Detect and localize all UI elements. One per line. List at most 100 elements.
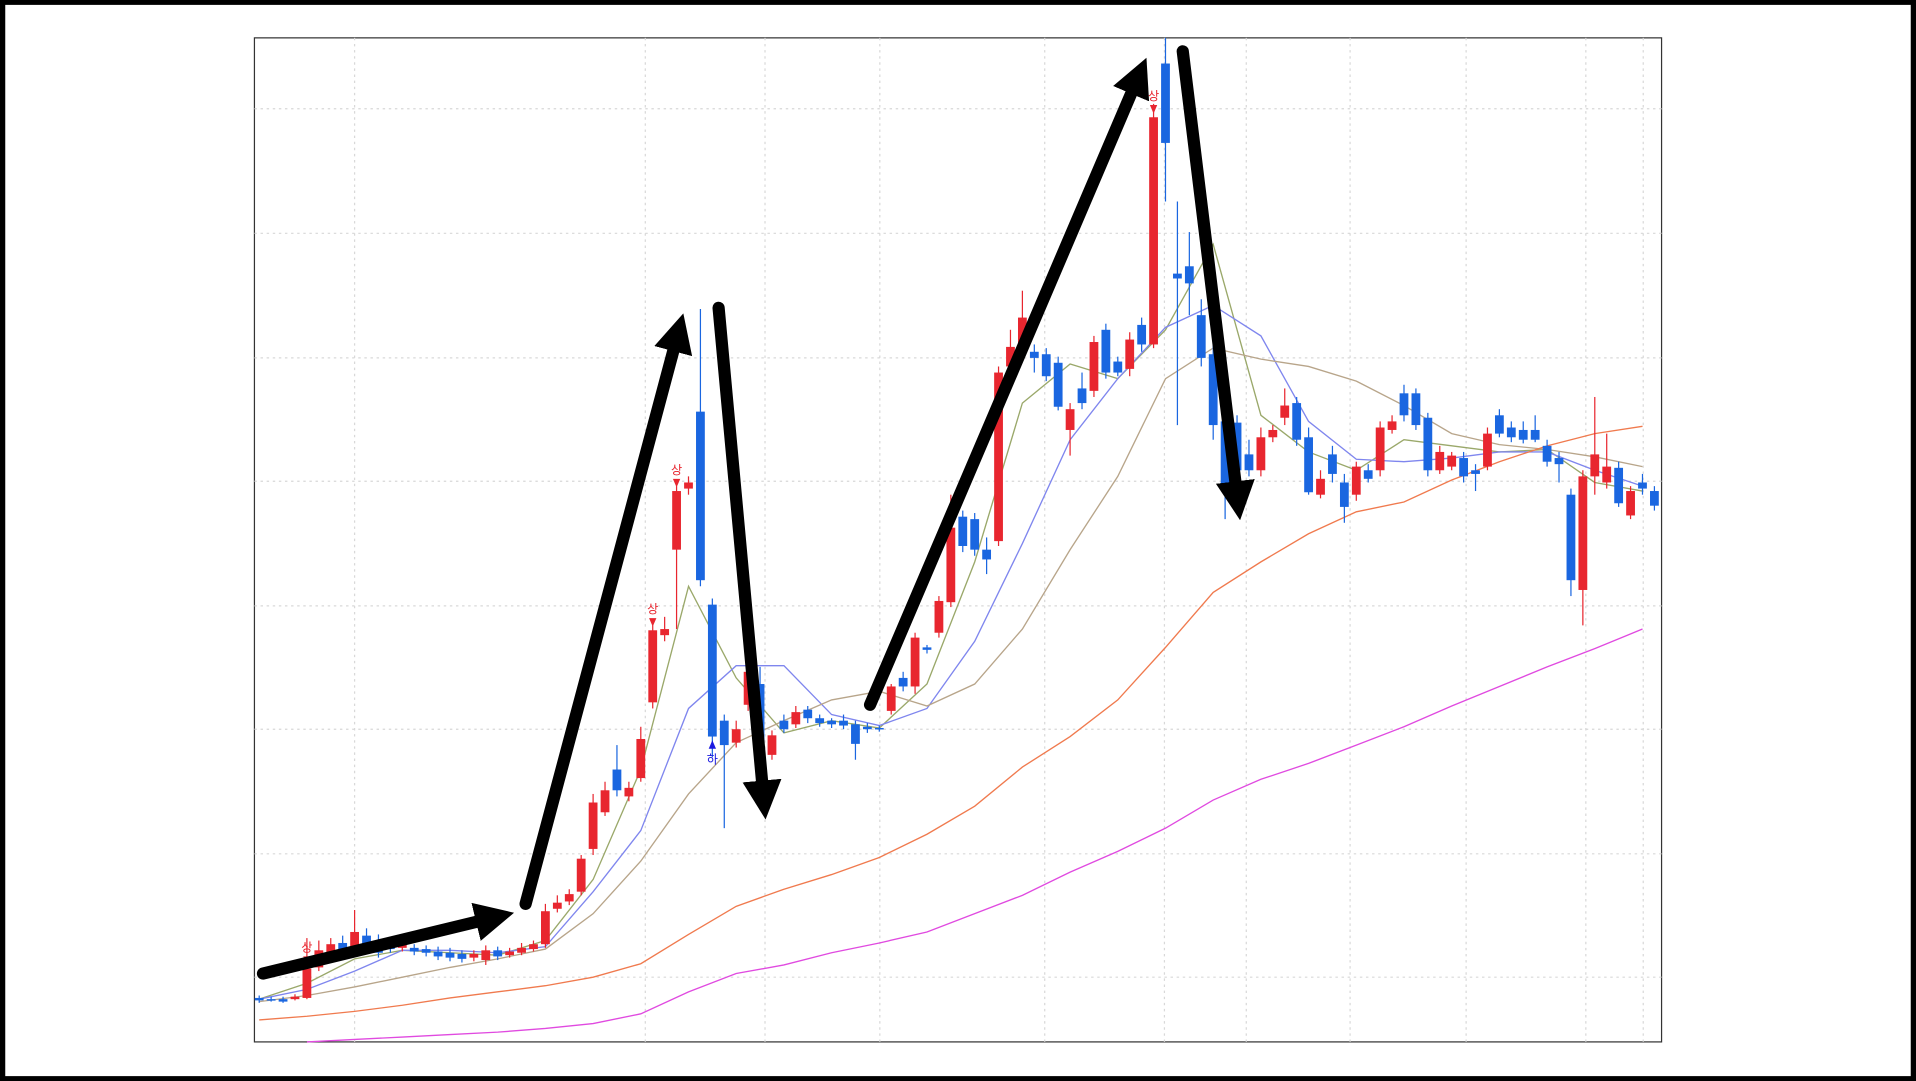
candle-body: [696, 411, 705, 581]
candle-body: [338, 942, 348, 953]
candle-body: [719, 720, 729, 746]
candle-body: [1459, 458, 1469, 477]
trend-arrows: [256, 45, 1255, 980]
candle-body: [421, 949, 431, 953]
candle-body: [1638, 482, 1647, 489]
candle-body: [648, 630, 658, 703]
trend-arrow: [1176, 45, 1255, 521]
candle-body: [362, 935, 371, 945]
limit-label: 상: [647, 602, 658, 616]
candle-body: [1256, 437, 1266, 471]
candle-body: [791, 712, 801, 725]
candle-body: [1363, 470, 1373, 479]
candle-body: [1375, 427, 1385, 471]
candle-body: [576, 858, 586, 892]
candle-body: [254, 997, 264, 1001]
candle-body: [552, 902, 562, 909]
candle-body: [564, 894, 574, 902]
moving-average-line: [306, 628, 1643, 1043]
plot-area: [253, 37, 1663, 1043]
candle-body: [481, 950, 491, 961]
candle-body: [1566, 494, 1576, 581]
candle-body: [1208, 354, 1218, 426]
candle-body: [1268, 429, 1278, 438]
candle-body: [1387, 421, 1397, 430]
candle-body: [290, 996, 300, 1000]
candle-body: [1506, 427, 1516, 438]
candle-body: [469, 953, 479, 958]
candle-body: [886, 686, 896, 711]
candle-body: [1590, 454, 1600, 477]
candle-body: [1029, 351, 1039, 358]
candle-body: [302, 968, 312, 998]
candle-body: [505, 951, 515, 956]
candle-body: [1530, 429, 1540, 440]
candle-body: [1554, 458, 1564, 465]
limit-arrow: [649, 618, 657, 627]
candle-body: [1149, 117, 1158, 345]
candle-body: [433, 951, 443, 957]
limit-arrow: [1149, 105, 1158, 114]
candle-body: [1304, 437, 1313, 493]
moving-average-line: [259, 425, 1643, 1021]
candle-body: [457, 953, 467, 959]
candle-body: [731, 729, 741, 743]
candle-body: [1518, 429, 1528, 440]
candle-body: [1351, 466, 1361, 495]
candle-body: [1411, 393, 1421, 426]
candle-body: [1065, 409, 1075, 430]
candle-body: [982, 549, 992, 560]
candle-body: [1578, 476, 1588, 590]
candle-body: [1447, 455, 1457, 467]
candle-body: [409, 947, 419, 952]
candle-body: [970, 519, 980, 550]
candle-body: [851, 724, 860, 744]
limit-label: 상: [1148, 89, 1159, 103]
candle-body: [1041, 354, 1051, 377]
candle-body: [839, 720, 848, 726]
candle-body: [1137, 324, 1147, 345]
candle-body: [1292, 403, 1302, 440]
candle-body: [1280, 405, 1290, 418]
candle-body: [1244, 454, 1254, 471]
candle-body: [1650, 491, 1659, 506]
candle-body: [1471, 470, 1480, 474]
candle-body: [946, 527, 956, 603]
candle-body: [1483, 433, 1492, 467]
candle-body: [874, 727, 884, 730]
candle-body: [1125, 339, 1135, 369]
candle-body: [779, 720, 789, 730]
candle-body: [862, 726, 872, 730]
candle-body: [958, 516, 968, 546]
candle-body: [636, 738, 646, 779]
candle-body: [815, 718, 825, 724]
candle-body: [827, 720, 836, 725]
limit-arrow: [672, 478, 681, 488]
candle-body: [1161, 63, 1170, 143]
candle-body: [1328, 454, 1337, 474]
candle-body: [278, 999, 288, 1002]
limit-label: 상: [301, 941, 312, 955]
candle-body: [541, 911, 550, 945]
candle-body: [1626, 491, 1635, 516]
candle-body: [672, 491, 681, 550]
candle-body: [910, 637, 920, 687]
candle-body: [517, 947, 526, 953]
candle-body: [1220, 421, 1230, 487]
candle-body: [588, 802, 598, 849]
candle-body: [1435, 451, 1445, 471]
candle-body: [1423, 417, 1433, 471]
trend-arrow: [256, 902, 515, 980]
candle-body: [803, 709, 813, 719]
candle-body: [1339, 482, 1349, 507]
candle-body: [445, 952, 455, 958]
candle-body: [1196, 315, 1206, 358]
candle-body: [1053, 362, 1063, 407]
candle-body: [1006, 346, 1015, 367]
candle-body: [898, 677, 908, 687]
limit-label: 하: [707, 752, 718, 766]
candle-body: [934, 600, 944, 633]
candle-body: [350, 931, 359, 951]
candle-body: [1494, 415, 1504, 434]
